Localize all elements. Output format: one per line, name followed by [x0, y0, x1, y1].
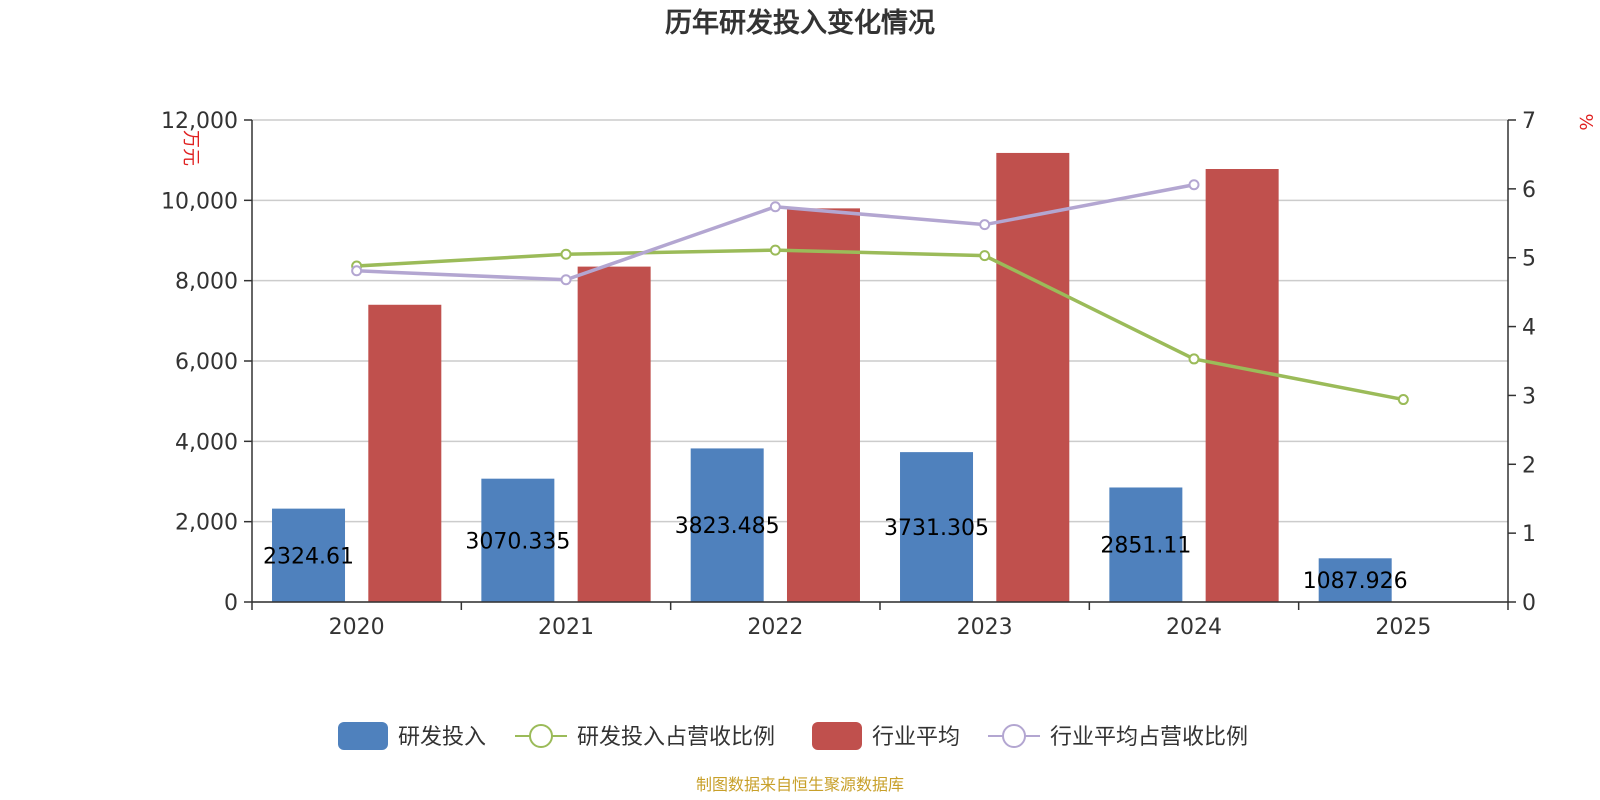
axes: 0 2,000 4,000 6,000 8,000 10,000 12,000 0 1 2 3 4 5 6…: [161, 109, 1536, 640]
x-tick-label: 2022: [747, 615, 803, 640]
legend-label: 研发投入占营收比例: [577, 725, 775, 750]
legend-swatch-marker: [1002, 724, 1026, 748]
rd-ratio-point: [769, 244, 781, 256]
rd-ratio-point: [979, 250, 991, 262]
x-tick-label: 2020: [329, 615, 385, 640]
data-label: 1087.926: [1303, 569, 1408, 594]
bar-research-investment: [1318, 558, 1392, 602]
left-tick-label: 2,000: [175, 511, 238, 536]
legend-label: 行业平均: [872, 725, 960, 750]
legend-swatch-marker: [529, 724, 553, 748]
bar-industry-average: [1205, 169, 1279, 602]
bar-research-investment: [272, 508, 346, 602]
right-tick-label: 4: [1522, 316, 1536, 341]
legend-swatch-bar: [812, 722, 862, 750]
industry-ratio-point: [769, 201, 781, 213]
bar-research-investment: [1109, 487, 1183, 602]
legend-label: 研发投入: [398, 725, 486, 750]
left-axis-unit: 万元: [180, 130, 201, 166]
right-tick-label: 5: [1522, 247, 1536, 272]
rd-ratio-point: [1397, 394, 1409, 406]
grid: [252, 119, 1508, 603]
data-label: 2851.11: [1100, 534, 1191, 559]
industry-ratio-point: [1188, 179, 1200, 191]
chart-title: 历年研发投入变化情况: [665, 7, 935, 39]
industry-ratio-point: [560, 274, 572, 286]
rd-ratio-point: [560, 248, 572, 260]
lines: [351, 179, 1409, 406]
rd-ratio-line: [356, 248, 1404, 402]
bar-research-investment: [481, 478, 555, 602]
industry-ratio-point: [351, 265, 363, 277]
rd-ratio-point: [1188, 353, 1200, 365]
right-tick-label: 2: [1522, 453, 1536, 478]
right-tick-label: 6: [1522, 178, 1536, 203]
x-tick-label: 2021: [538, 615, 594, 640]
data-labels: 2324.61 3070.335 3823.485 3731.305 2851.11 10…: [263, 514, 1408, 594]
left-tick-label: 8,000: [175, 270, 238, 295]
legend: 研发投入 研发投入占营收比例 行业平均 行业平均占营收比例: [338, 722, 1248, 750]
bar-industry-average: [996, 152, 1070, 603]
right-axis-unit: %: [1575, 113, 1596, 130]
left-tick-label: 12,000: [161, 109, 238, 134]
left-tick-label: 0: [224, 591, 238, 616]
bar-industry-average: [577, 266, 651, 602]
source-note: 制图数据来自恒生聚源数据库: [696, 775, 904, 794]
left-tick-label: 10,000: [161, 189, 238, 214]
x-tick-label: 2023: [957, 615, 1013, 640]
legend-swatch-bar: [338, 722, 388, 750]
data-label: 3823.485: [675, 514, 780, 539]
bar-industry-average: [368, 304, 442, 602]
left-tick-label: 6,000: [175, 350, 238, 375]
data-label: 3070.335: [465, 529, 570, 554]
data-label: 2324.61: [263, 544, 354, 569]
x-tick-label: 2025: [1375, 615, 1431, 640]
legend-label: 行业平均占营收比例: [1050, 725, 1248, 750]
industry-ratio-point: [979, 219, 991, 231]
data-label: 3731.305: [884, 516, 989, 541]
left-tick-label: 4,000: [175, 430, 238, 455]
right-tick-label: 0: [1522, 591, 1536, 616]
bars: [272, 152, 1392, 603]
x-tick-label: 2024: [1166, 615, 1222, 640]
right-tick-label: 3: [1522, 384, 1536, 409]
bar-research-investment: [690, 448, 764, 602]
right-tick-label: 7: [1522, 109, 1536, 134]
right-tick-label: 1: [1522, 522, 1536, 547]
bar-research-investment: [900, 452, 974, 602]
bar-industry-average: [786, 208, 860, 602]
